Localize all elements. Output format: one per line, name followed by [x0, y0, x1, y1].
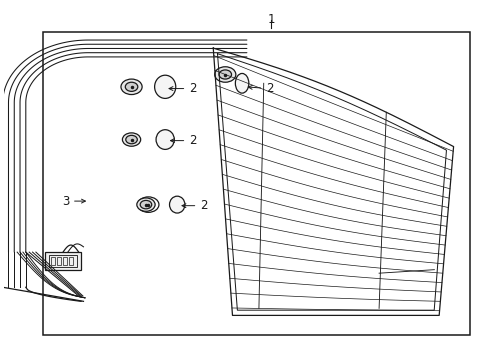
Bar	[69, 257, 73, 265]
Ellipse shape	[156, 130, 174, 149]
Circle shape	[214, 67, 235, 82]
Text: 3: 3	[61, 195, 85, 208]
Circle shape	[125, 135, 137, 144]
Bar	[45, 252, 81, 270]
Text: 2: 2	[248, 82, 273, 95]
Circle shape	[121, 79, 142, 95]
Circle shape	[122, 133, 141, 146]
Bar	[57, 257, 61, 265]
Circle shape	[125, 82, 138, 91]
Text: 2: 2	[182, 199, 207, 212]
Bar	[51, 257, 55, 265]
Circle shape	[137, 198, 155, 211]
Text: 1: 1	[266, 13, 274, 26]
Circle shape	[219, 70, 231, 79]
Ellipse shape	[169, 196, 184, 213]
Bar	[63, 257, 67, 265]
Ellipse shape	[154, 75, 175, 98]
Text: 2: 2	[169, 82, 196, 95]
Circle shape	[140, 201, 151, 209]
Bar	[42, 32, 469, 335]
Bar	[49, 255, 77, 267]
Text: 2: 2	[170, 134, 196, 147]
Ellipse shape	[235, 73, 248, 93]
